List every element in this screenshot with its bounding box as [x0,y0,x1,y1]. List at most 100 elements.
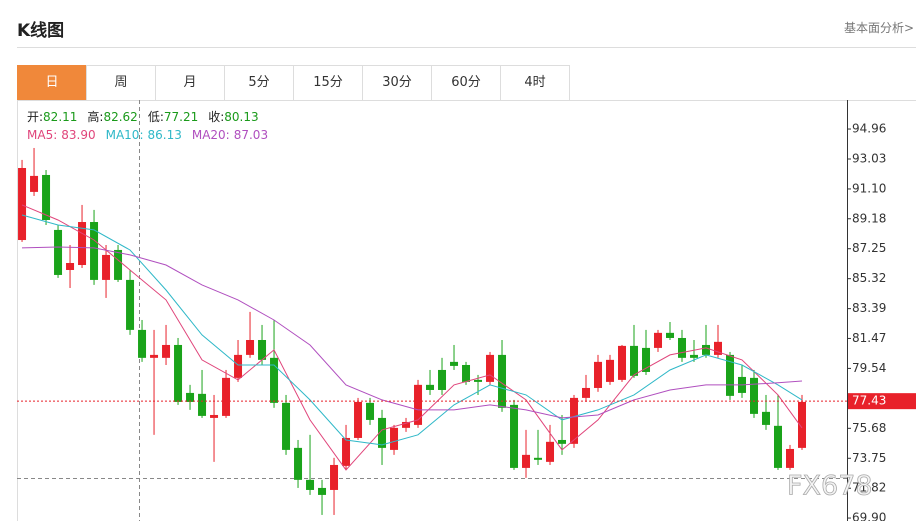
chart: 94.96 93.03 91.10 89.18 87.25 85.32 83.39 81.47… [17,100,916,521]
last-price-label: 77.43 [852,394,886,408]
candle-body [474,379,483,382]
y-tick-label: 93.03 [852,151,886,165]
period-tab[interactable]: 5分 [224,65,294,100]
candle-body [618,345,627,380]
candle-body [546,441,555,462]
candle-body [366,402,375,420]
ohlc-info: 开:82.11 高:82.62 低:77.21 收:80.13 [27,109,259,124]
candle-body [786,448,795,468]
y-tick-label: 79.54 [852,361,886,375]
period-tab[interactable]: 4时 [500,65,570,100]
ohlc-value: 80.13 [224,110,258,124]
ma-value: 86.13 [147,128,181,142]
candle-body [510,404,519,468]
candle-body [282,402,291,450]
candle-body [294,447,303,480]
candle-body [714,341,723,355]
candle-body [222,377,231,416]
candle-body [450,361,459,366]
period-tab[interactable]: 60分 [431,65,501,100]
candle-body [582,387,591,398]
candle-body [594,361,603,388]
candle-body [126,279,135,330]
period-tab[interactable]: 月 [155,65,225,100]
period-tabs: 日周月 5分 15分 30分 60分 4时 [17,65,916,101]
ohlc-label: 收: [208,110,224,124]
candle-body [54,229,63,275]
y-tick-label: 75.68 [852,421,886,435]
candle-body [270,357,279,403]
candle-body [606,359,615,382]
y-tick-label: 89.18 [852,211,886,225]
y-tick-label: 87.25 [852,241,886,255]
ma-value: 87.03 [234,128,268,142]
candle-body [414,384,423,425]
ma-label: MA10: [106,128,144,142]
candle-body [774,425,783,468]
candle-body [630,345,639,376]
candle-body [234,354,243,378]
candle-body [726,354,735,396]
candle-body [390,427,399,450]
ohlc-value: 77.21 [164,110,198,124]
candle-body [186,392,195,402]
candle-body [558,439,567,444]
ma-label: MA20: [192,128,230,142]
candle-body [210,414,219,418]
candle-body [702,344,711,355]
period-tab[interactable]: 日 [17,65,87,100]
candle-body [342,437,351,466]
y-tick-label: 85.32 [852,271,886,285]
candle-body [162,344,171,358]
candle-body [426,384,435,390]
candle-body [654,332,663,348]
candle-body [66,262,75,270]
analysis-link[interactable]: 基本面分析> [843,21,914,35]
ma-line [21,204,803,471]
candle-body [762,411,771,425]
candle-body [306,479,315,490]
watermark: FX678 [787,471,873,502]
candle-body [534,457,543,460]
candle-body [486,354,495,382]
candle-body [138,329,147,358]
candle-body [642,347,651,372]
y-tick-label: 81.47 [852,331,886,345]
period-tab[interactable]: 15分 [293,65,363,100]
ohlc-label: 低: [148,110,164,124]
candle-body [462,364,471,382]
candle-body [198,393,207,416]
period-tab[interactable]: 30分 [362,65,432,100]
ma-line [21,214,803,446]
ma-info: MA5: 83.90 MA10: 86.13 MA20: 87.03 [27,128,268,142]
y-tick-label: 71.82 [852,481,886,495]
ohlc-value: 82.11 [43,110,77,124]
candle-body [42,174,51,220]
candle-body [330,464,339,490]
candle-body [690,354,699,358]
period-tab[interactable]: 周 [86,65,156,100]
last-price-box [848,393,916,410]
candle-body [18,167,27,241]
candle-body [30,175,39,192]
y-tick-label: 73.75 [852,451,886,465]
ohlc-label: 高: [87,109,103,124]
candle-body [570,397,579,444]
candle-body [114,249,123,280]
ma-label: MA5: [27,128,57,142]
candle-body [750,377,759,414]
candle-body [522,454,531,468]
candle-body [174,344,183,402]
candle-body [78,222,87,266]
y-tick-label: 83.39 [852,301,886,315]
divider [17,47,916,48]
candle-body [258,339,267,360]
candle-body [678,337,687,358]
candle-body [150,354,159,358]
ohlc-label: 开: [27,110,43,124]
y-tick-label: 91.10 [852,181,886,195]
candle-body [318,487,327,495]
candle-body [354,401,363,438]
page-title: K线图 [17,21,65,41]
